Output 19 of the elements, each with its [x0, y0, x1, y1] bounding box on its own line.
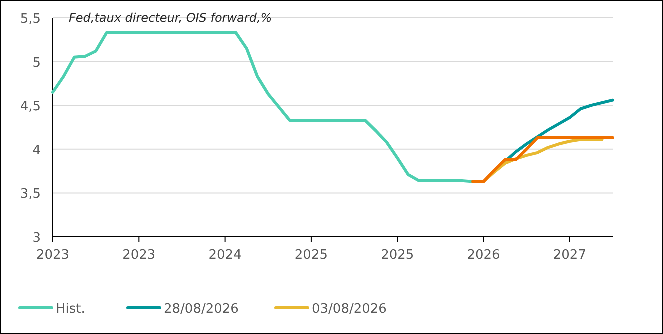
x-tick-label: 2026 — [467, 248, 500, 263]
y-tick-label: 3 — [32, 231, 41, 246]
chart-title: Fed,taux directeur, OIS forward,% — [69, 11, 272, 25]
legend-label: Hist. — [56, 302, 86, 317]
y-tick-label: 5,5 — [20, 12, 41, 27]
y-tick-label: 4,5 — [20, 100, 41, 115]
y-tick-label: 5 — [32, 56, 41, 71]
legend-label: 03/08/2026 — [312, 302, 387, 317]
y-tick-label: 4 — [32, 143, 41, 158]
x-tick-label: 2025 — [294, 248, 328, 263]
x-tick-label: 2027 — [553, 248, 586, 263]
x-tick-label: 2023 — [36, 248, 70, 263]
line-series — [472, 136, 614, 184]
line-series — [52, 31, 474, 184]
legend-label: 28/08/2026 — [164, 302, 239, 317]
x-tick-label: 2024 — [208, 248, 242, 263]
x-tick-label: 2023 — [122, 248, 156, 263]
y-tick-label: 3,5 — [20, 187, 41, 202]
x-tick-label: 2025 — [381, 248, 414, 263]
